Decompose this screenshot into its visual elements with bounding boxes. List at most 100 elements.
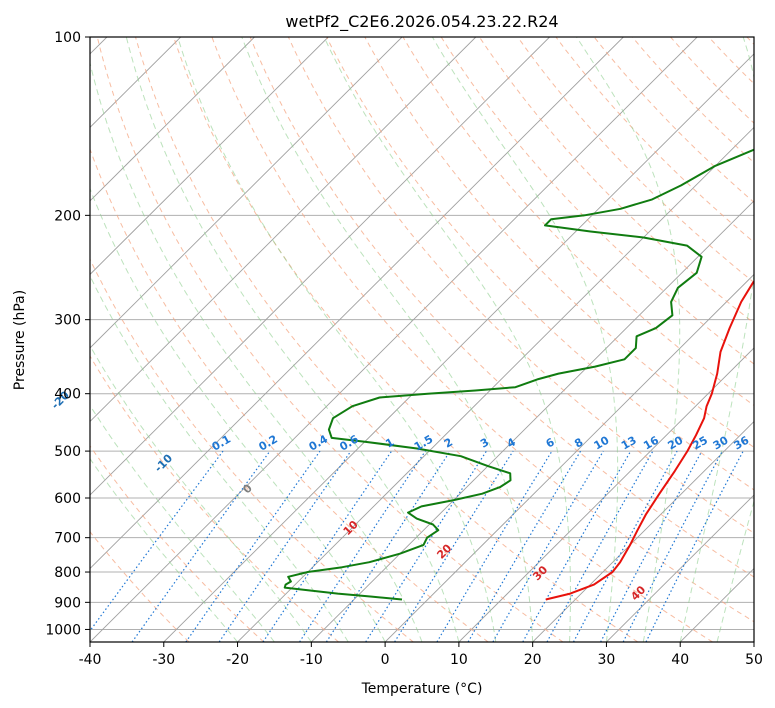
isotherm-line: [237, 126, 754, 642]
moist-adiabat-line: [576, 37, 681, 642]
chart-title: wetPf2_C2E6.2026.054.23.22.R24: [285, 12, 558, 32]
mixing-ratio-label: 10: [592, 433, 612, 452]
mixing-ratio-label: 16: [641, 433, 661, 452]
plot-frame: [89, 36, 755, 643]
y-axis-title: Pressure (hPa): [12, 290, 28, 390]
isotherm-line: [458, 347, 754, 642]
moist-adiabat-line: [431, 37, 619, 642]
moist-adiabat-line: [90, 457, 238, 642]
dry-adiabat-line: [249, 37, 754, 578]
mixing-ratio-line: [218, 450, 352, 642]
moist-adiabat-line: [323, 37, 571, 642]
x-tick-label: -30: [152, 652, 175, 668]
dry-adiabat-line: [402, 37, 754, 406]
x-tick-label: 50: [745, 652, 763, 668]
isotherm-line: [90, 37, 624, 570]
temperature-trace: [545, 279, 754, 601]
sounding-series: [283, 148, 754, 601]
moist-adiabat-line: [177, 37, 497, 642]
dry-adiabat-label: 40: [628, 583, 648, 603]
dry-adiabat-line: [90, 445, 265, 642]
mixing-ratio-line: [600, 450, 703, 642]
y-tick-label: 900: [54, 595, 81, 611]
isotherm-line: [384, 273, 754, 642]
mixing-ratio-line: [365, 450, 487, 642]
mixing-ratio-line: [436, 450, 553, 642]
dry-adiabat-line: [593, 37, 754, 203]
dry-adiabat-label: -10: [152, 451, 175, 474]
dry-adiabat-line: [90, 147, 489, 642]
dry-adiabat-line: [708, 37, 754, 85]
y-tick-label: 300: [54, 313, 81, 329]
mixing-ratio-line: [299, 450, 426, 642]
moist-adiabat-line: [125, 37, 460, 642]
y-tick-label: 200: [54, 208, 81, 224]
dry-adiabat-line: [90, 355, 339, 642]
y-tick-label: 400: [54, 387, 81, 403]
moist-adiabat-line: [90, 404, 275, 642]
mixing-ratio-label: 0.6: [337, 432, 361, 453]
mixing-ratio-line: [131, 450, 271, 642]
x-tick-label: 0: [381, 652, 390, 668]
dry-adiabat-line: [517, 37, 754, 284]
dry-adiabat-label: 20: [434, 541, 454, 561]
isotherm-line: [163, 53, 754, 642]
isotherm-line: [679, 567, 754, 642]
y-tick-label: 600: [54, 491, 81, 507]
mixing-ratio-label: 36: [732, 433, 752, 452]
x-axis: -40 -30 -20 -10 0 10 20 30 40 50: [79, 642, 763, 668]
y-axis: 100 200 300 400 500 600 700 800 900 1000: [45, 30, 90, 638]
x-tick-label: 40: [671, 652, 689, 668]
dry-adiabat-line: [96, 37, 564, 642]
mixing-ratio-label: 30: [711, 433, 731, 452]
moist-adiabat-line: [716, 499, 754, 642]
mixing-ratio-label: 13: [619, 434, 639, 453]
mixing-ratio-line: [522, 450, 632, 642]
isotherm-line: [90, 37, 477, 423]
moist-adiabat-line: [90, 274, 349, 642]
dry-adiabat-line: [211, 37, 754, 623]
background-lines: [90, 37, 754, 642]
mixing-ratio-label: 0.1: [210, 433, 233, 454]
dewpoint-trace: [283, 148, 754, 601]
isotherm-line: [90, 37, 698, 642]
x-axis-title: Temperature (°C): [361, 681, 483, 697]
x-tick-label: -40: [79, 652, 102, 668]
dry-adiabat-line: [287, 37, 754, 534]
isotherm-line: [90, 37, 403, 349]
dry-adiabat-label: 10: [341, 518, 361, 538]
moist-adiabat-line: [241, 37, 534, 642]
dry-adiabat-line: [555, 37, 754, 243]
mixing-ratio-label: 25: [690, 434, 710, 453]
mixing-ratio-line: [394, 450, 514, 642]
dry-adiabat-line: [90, 530, 190, 642]
mixing-ratio-line: [90, 450, 224, 632]
x-tick-label: -20: [226, 652, 249, 668]
isotherm-line: [753, 641, 754, 642]
moist-adiabat-line: [90, 344, 312, 642]
mixing-ratio-label: 6: [544, 435, 557, 450]
moist-adiabat-line: [679, 37, 754, 642]
x-tick-label: 10: [450, 652, 468, 668]
y-tick-label: 700: [54, 531, 81, 547]
x-tick-label: 20: [524, 652, 542, 668]
mixing-ratio-line: [546, 450, 654, 642]
x-tick-label: 30: [598, 652, 616, 668]
isotherm-line: [606, 494, 754, 642]
mixing-ratio-label: 0.4: [307, 432, 331, 453]
mixing-ratio-line: [645, 450, 744, 642]
y-tick-label: 500: [54, 444, 81, 460]
isotherm-line: [532, 420, 754, 642]
mixing-ratio-line: [325, 450, 451, 642]
y-tick-label: 800: [54, 565, 81, 581]
x-tick-label: -10: [300, 652, 323, 668]
mixing-ratio-label: 1: [383, 436, 396, 451]
moist-adiabat-line: [753, 640, 754, 642]
mixing-ratio-label: 0.2: [257, 433, 280, 454]
mixing-ratio-line: [262, 450, 393, 642]
moist-adiabat-line: [90, 61, 423, 642]
mixing-ratio-line: [185, 450, 321, 642]
mixing-ratio-line: [572, 450, 678, 642]
y-tick-label: 100: [54, 30, 81, 46]
